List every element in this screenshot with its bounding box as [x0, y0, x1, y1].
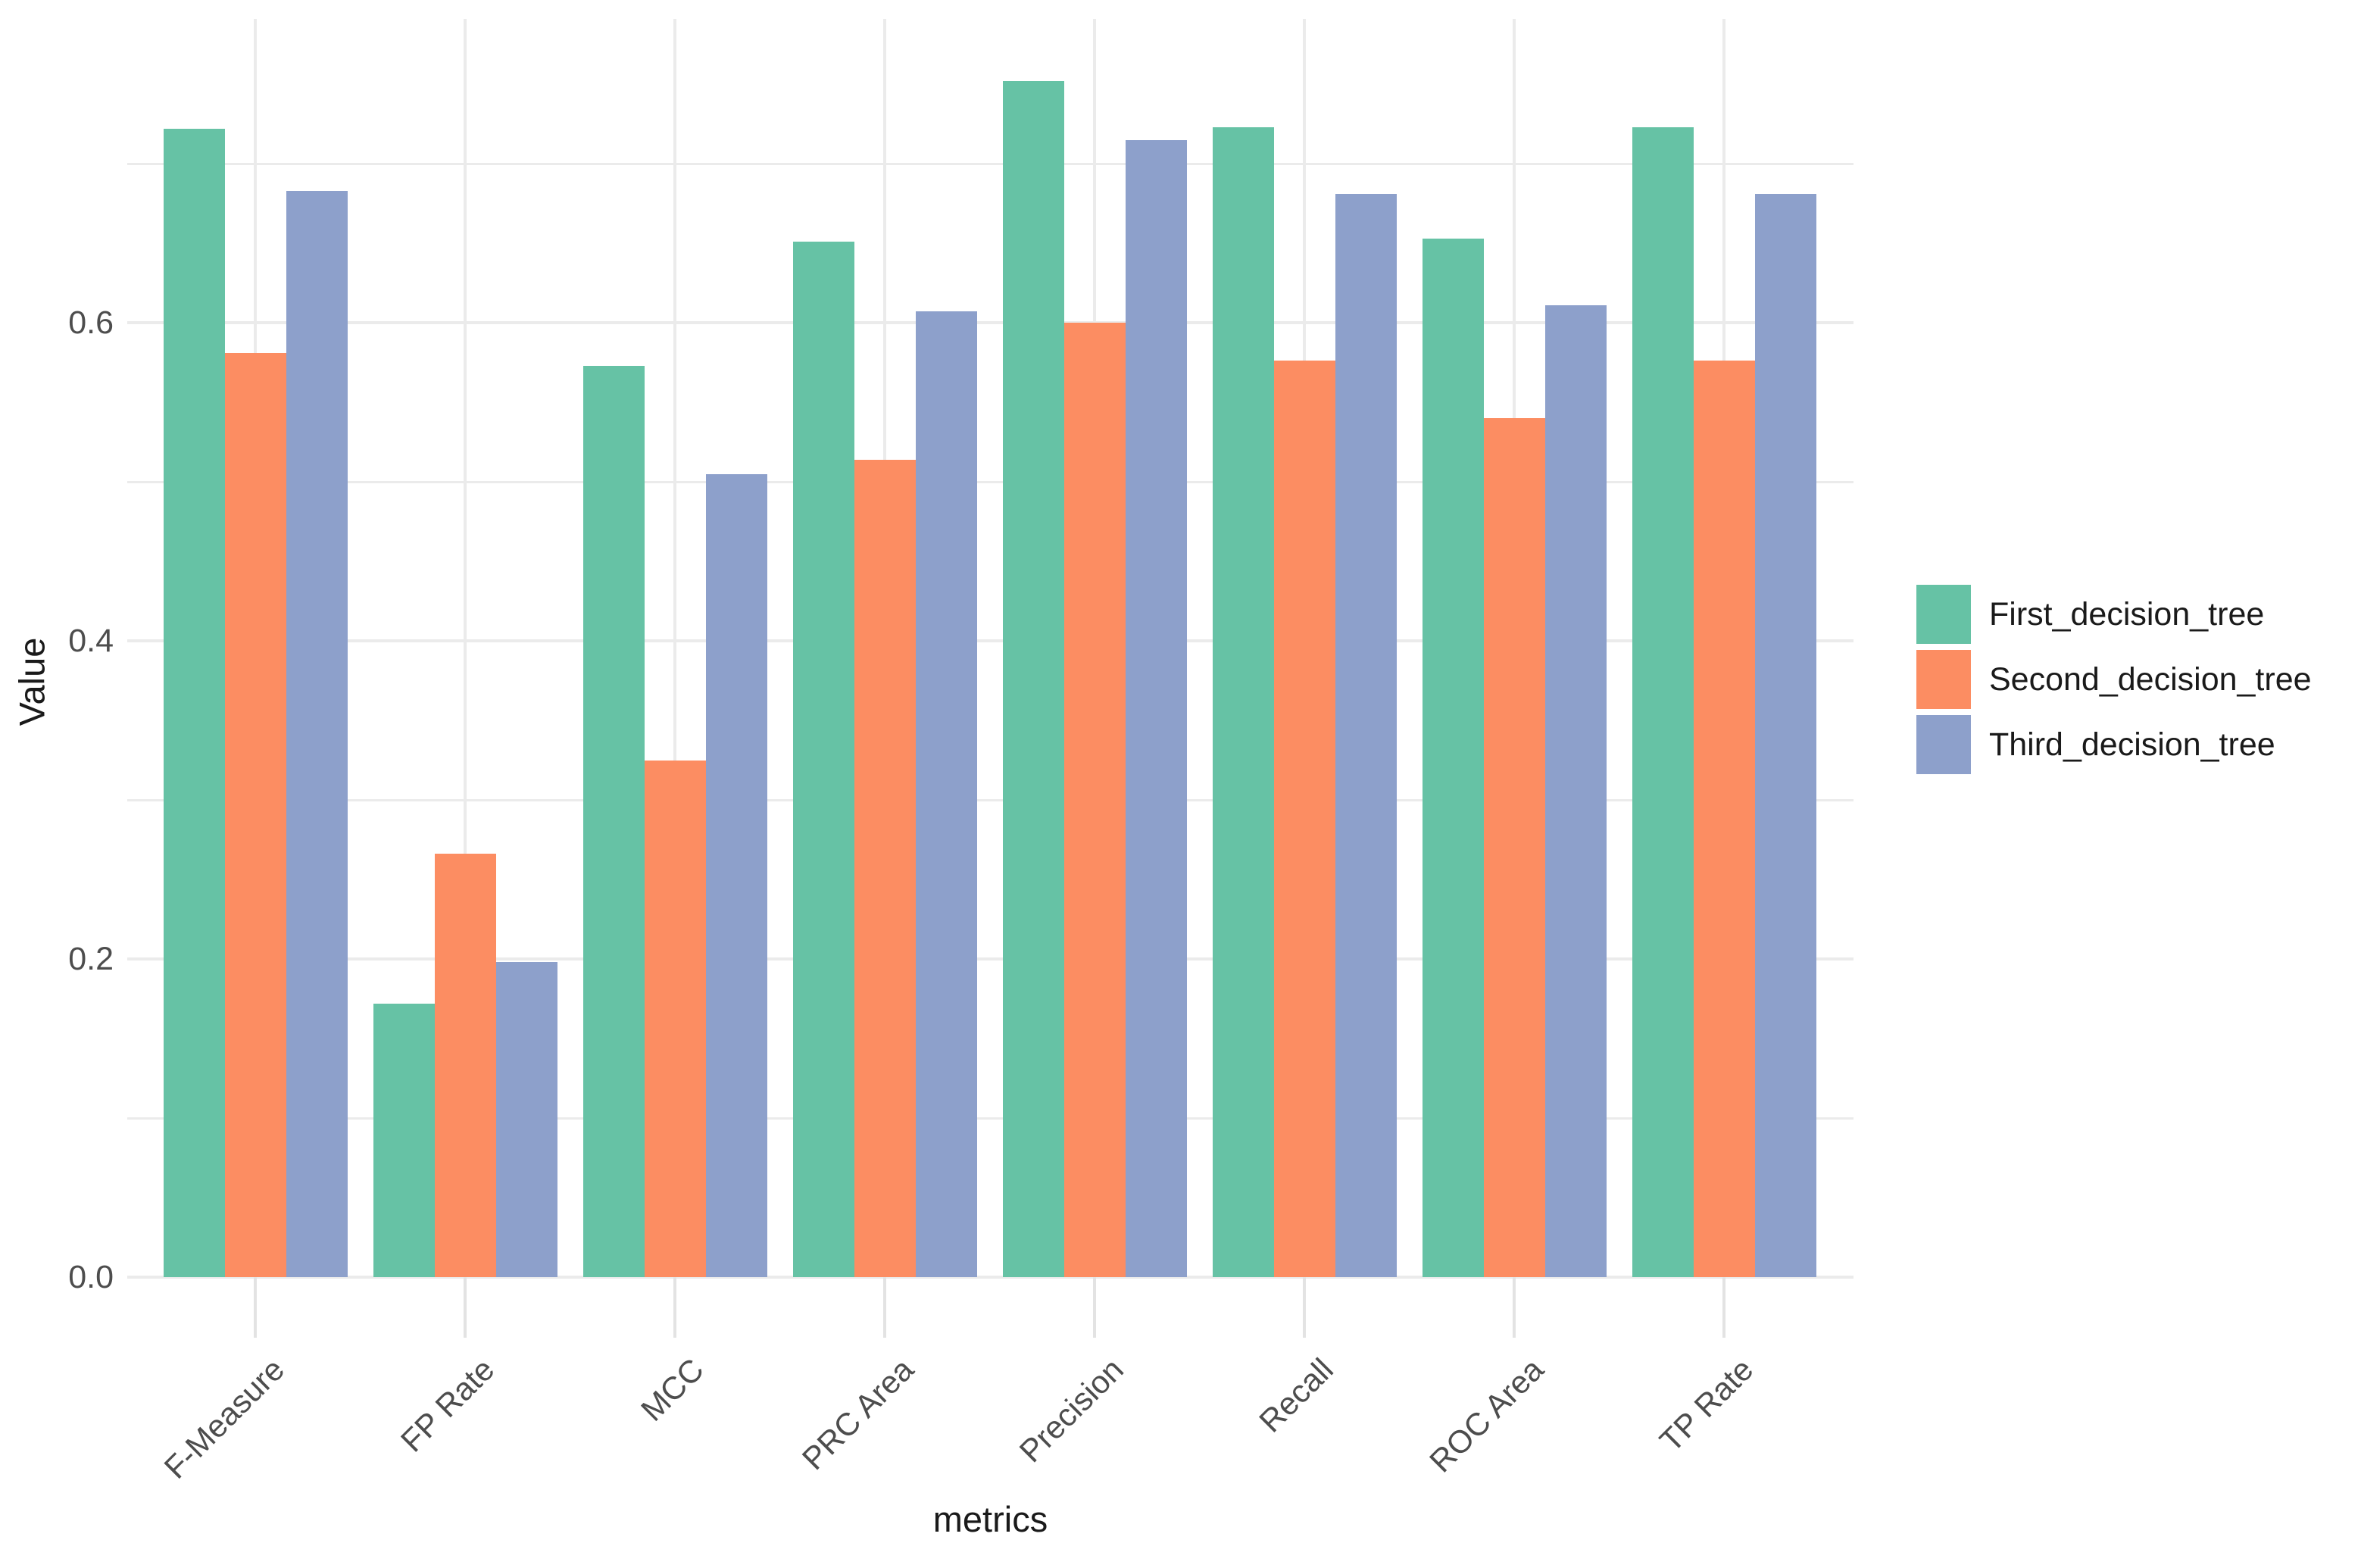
y-tick-label: 0.2 [68, 941, 114, 977]
minor-h-gridline [127, 480, 1854, 483]
x-tick-mark [1093, 1277, 1096, 1338]
x-tick-label: ROC Area [1422, 1351, 1551, 1479]
bar-First_decision_tree [163, 128, 225, 1277]
bar-Third_decision_tree [1125, 139, 1187, 1277]
bar-Second_decision_tree [1273, 361, 1335, 1277]
x-tick-mark [1722, 1277, 1725, 1338]
bar-Third_decision_tree [286, 190, 348, 1277]
minor-h-gridline [127, 798, 1854, 801]
legend-swatch-First_decision_tree [1916, 585, 1971, 644]
bar-Third_decision_tree [1335, 193, 1397, 1277]
x-tick-label: Precision [1012, 1351, 1131, 1470]
minor-h-gridline [127, 1117, 1854, 1120]
x-tick-mark [673, 1277, 676, 1338]
y-tick-label: 0.0 [68, 1259, 114, 1295]
bar-First_decision_tree [1422, 238, 1484, 1277]
bar-First_decision_tree [373, 1003, 435, 1277]
major-h-gridline [127, 321, 1854, 324]
x-tick-label: F-Measure [157, 1351, 292, 1485]
y-tick-label: 0.6 [68, 305, 114, 341]
bar-Second_decision_tree [1693, 361, 1755, 1277]
x-tick-mark [883, 1277, 886, 1338]
x-tick-mark [1303, 1277, 1306, 1338]
minor-h-gridline [127, 162, 1854, 165]
legend-label-Third_decision_tree: Third_decision_tree [1989, 726, 2275, 763]
y-tick-label: 0.4 [68, 623, 114, 659]
bar-First_decision_tree [582, 365, 645, 1277]
legend-label-Second_decision_tree: Second_decision_tree [1989, 661, 2312, 698]
v-gridline [464, 19, 467, 1277]
v-gridline [673, 19, 676, 1277]
bar-Second_decision_tree [224, 352, 286, 1277]
bar-Second_decision_tree [644, 760, 706, 1277]
x-tick-label: PRC Area [795, 1351, 921, 1477]
bar-Third_decision_tree [495, 962, 557, 1277]
x-tick-label: Recall [1252, 1351, 1341, 1439]
x-axis-title: metrics [932, 1499, 1048, 1539]
bar-Third_decision_tree [1544, 305, 1607, 1277]
bar-First_decision_tree [1002, 80, 1064, 1277]
x-tick-mark [464, 1277, 467, 1338]
bar-Second_decision_tree [434, 854, 496, 1277]
legend-swatch-Third_decision_tree [1916, 715, 1971, 774]
major-h-gridline [127, 957, 1854, 960]
legend-swatch-Second_decision_tree [1916, 650, 1971, 709]
bar-Second_decision_tree [1483, 418, 1545, 1277]
major-h-gridline [127, 639, 1854, 642]
x-tick-mark [254, 1277, 257, 1338]
bar-Second_decision_tree [1063, 323, 1126, 1277]
bar-Second_decision_tree [854, 459, 916, 1277]
bar-First_decision_tree [1632, 127, 1694, 1277]
bar-First_decision_tree [792, 241, 854, 1277]
bar-First_decision_tree [1212, 127, 1274, 1277]
bar-Third_decision_tree [1754, 193, 1816, 1277]
bar-Third_decision_tree [705, 473, 767, 1277]
x-tick-label: FP Rate [393, 1351, 501, 1459]
x-tick-label: MCC [634, 1351, 711, 1428]
major-h-gridline [127, 1276, 1854, 1279]
x-tick-label: TP Rate [1652, 1351, 1760, 1459]
bar-Third_decision_tree [915, 311, 977, 1277]
y-axis-title: Value [11, 637, 52, 726]
legend-label-First_decision_tree: First_decision_tree [1989, 596, 2265, 633]
x-tick-mark [1513, 1277, 1516, 1338]
